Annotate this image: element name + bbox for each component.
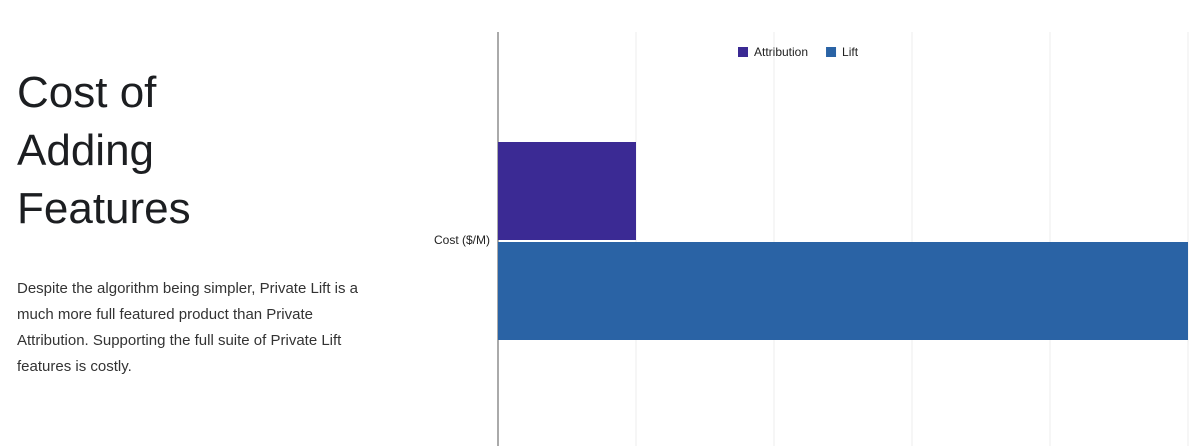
legend-swatch — [738, 47, 748, 57]
slide-body: Despite the algorithm being simpler, Pri… — [17, 280, 358, 375]
bar — [498, 142, 636, 240]
bar — [498, 242, 1188, 340]
y-tick-label: Cost ($/M) — [434, 233, 490, 247]
slide-title: Cost of Adding Features — [17, 68, 191, 233]
legend-swatch — [826, 47, 837, 57]
legend-label: Lift — [842, 45, 859, 59]
legend-label: Attribution — [754, 45, 808, 59]
